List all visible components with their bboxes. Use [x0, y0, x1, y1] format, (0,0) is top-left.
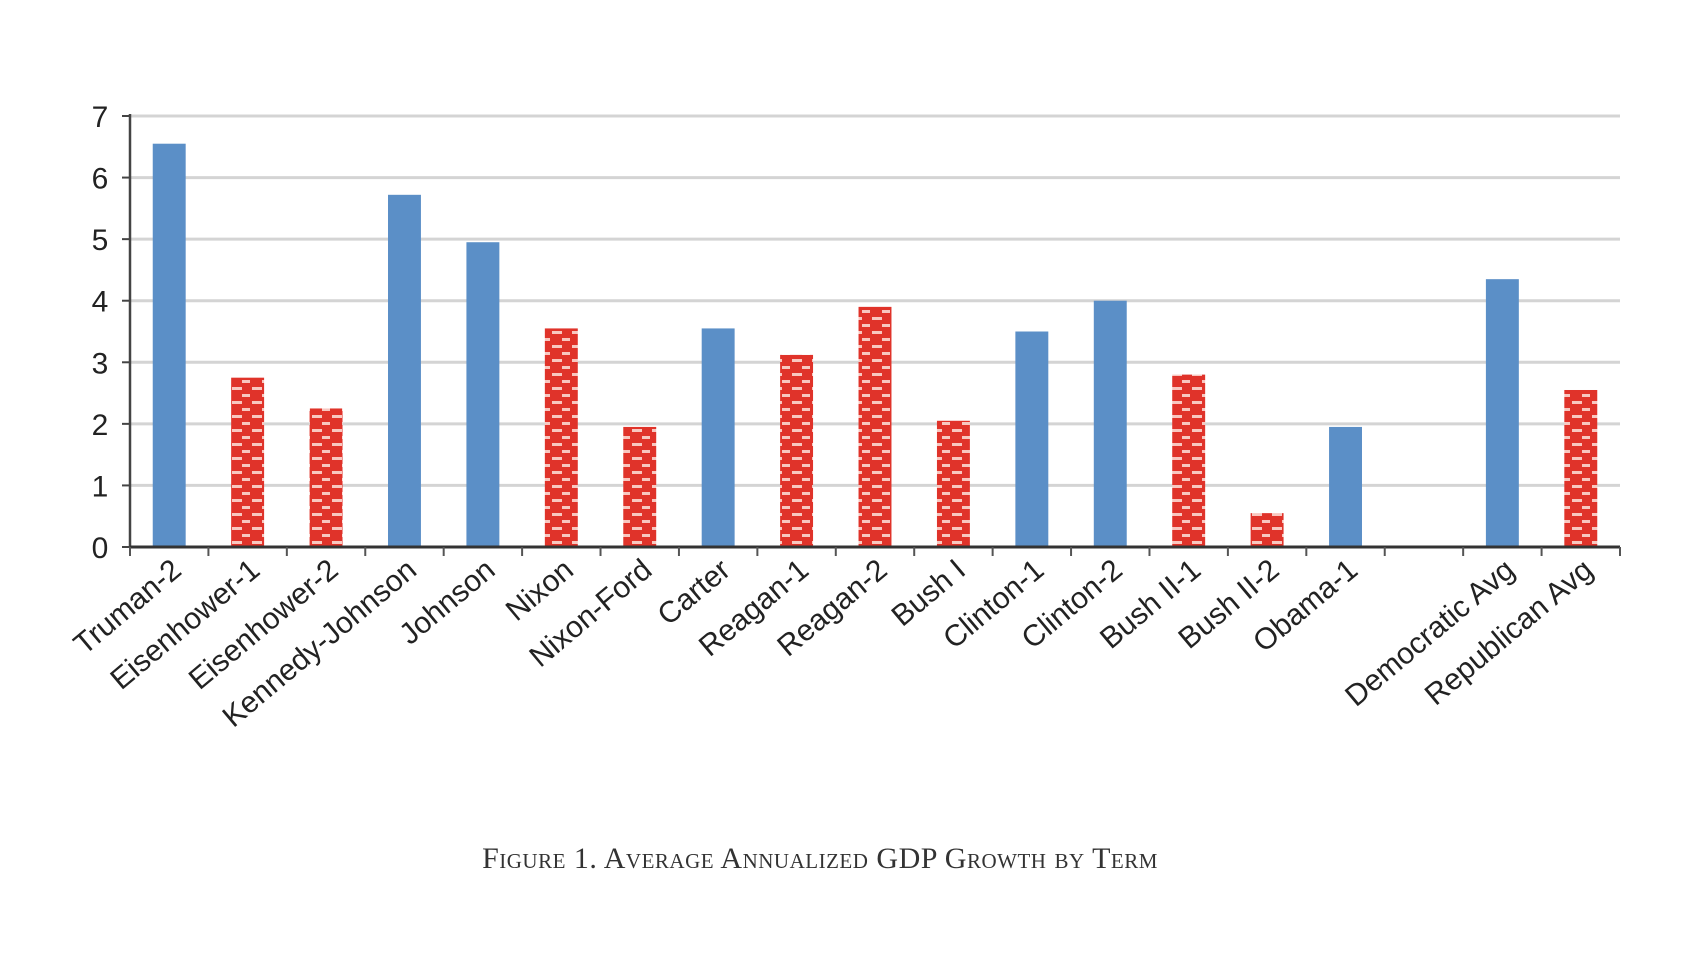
x-tick-labels: Truman-2Eisenhower-1Eisenhower-2Kennedy-…: [68, 553, 1600, 734]
y-tick-label: 3: [92, 347, 109, 380]
figure-caption: Figure 1. Average Annualized GDP Growth …: [482, 842, 1158, 875]
bar-republican-avg: [1564, 389, 1598, 547]
bar-nixon-ford: [623, 426, 657, 547]
bar-nixon: [544, 328, 578, 547]
bar-reagan-2: [858, 306, 892, 547]
bars: [152, 143, 1598, 547]
bar-carter: [701, 328, 735, 547]
bar-bush-ii-2: [1250, 513, 1284, 547]
bar-bush-ii-1: [1172, 374, 1206, 547]
y-tick-label: 0: [92, 532, 109, 565]
bar-obama-1: [1329, 426, 1362, 547]
bar-reagan-1: [780, 354, 814, 547]
y-tick-labels: 0 1 2 3 4 5 6 7: [92, 101, 109, 565]
bar-democratic-avg: [1485, 279, 1519, 547]
y-tick-label: 7: [92, 101, 109, 134]
axes: [122, 114, 1621, 556]
y-tick-label: 2: [92, 409, 109, 442]
bar-bush-i: [936, 420, 970, 547]
y-tick-label: 4: [92, 286, 109, 319]
y-tick-label: 1: [92, 470, 109, 503]
bar-eisenhower-2: [309, 408, 343, 547]
bar-clinton-1: [1015, 331, 1049, 547]
bar-truman-2: [152, 143, 186, 547]
bar-kennedy-johnson: [388, 194, 421, 547]
bar-eisenhower-1: [231, 377, 265, 547]
y-tick-label: 6: [92, 163, 109, 196]
bar-johnson: [466, 242, 500, 547]
bar-clinton-2: [1093, 300, 1127, 547]
y-tick-label: 5: [92, 224, 109, 257]
